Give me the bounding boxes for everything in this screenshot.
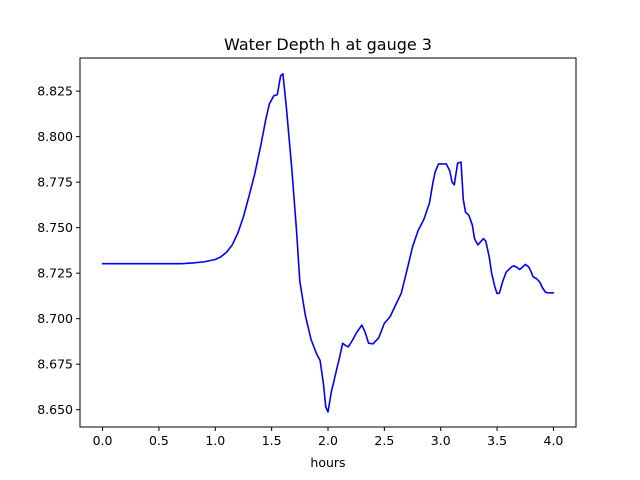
x-axis: 0.0 0.5 1.0 1.5 2.0 2.5 3.0 3.5 4.0: [93, 427, 564, 448]
y-tick-label: 8.650: [37, 402, 73, 417]
data-lines: [101, 73, 555, 413]
y-tick-label: 8.750: [37, 220, 73, 235]
y-tick-label: 8.675: [37, 357, 73, 372]
y-axis: 8.650 8.675 8.700 8.725 8.750 8.775 8.800 8.825: [37, 84, 80, 417]
x-tick-label: 2.0: [318, 433, 338, 448]
series-line-0: [101, 73, 555, 413]
x-tick-label: 1.5: [262, 433, 282, 448]
plot-area: 0.0 0.5 1.0 1.5 2.0 2.5 3.0 3.5 4.0 8.6508.6758.…: [37, 57, 577, 448]
x-tick-label: 3.0: [431, 433, 451, 448]
y-tick-label: 8.825: [37, 84, 73, 99]
x-axis-label: hours: [310, 455, 345, 470]
x-tick-label: 0.5: [149, 433, 169, 448]
y-tick-label: 8.725: [37, 266, 73, 281]
y-tick-label: 8.775: [37, 175, 73, 190]
y-tick-label: 8.800: [37, 129, 73, 144]
x-tick-label: 1.0: [205, 433, 225, 448]
x-tick-label: 0.0: [93, 433, 113, 448]
chart-title: Water Depth h at gauge 3: [224, 35, 432, 54]
x-tick-label: 4.0: [544, 433, 564, 448]
x-tick-label: 2.5: [374, 433, 394, 448]
y-tick-label: 8.700: [37, 311, 73, 326]
plot-frame: [79, 57, 577, 428]
x-tick-label: 3.5: [487, 433, 507, 448]
